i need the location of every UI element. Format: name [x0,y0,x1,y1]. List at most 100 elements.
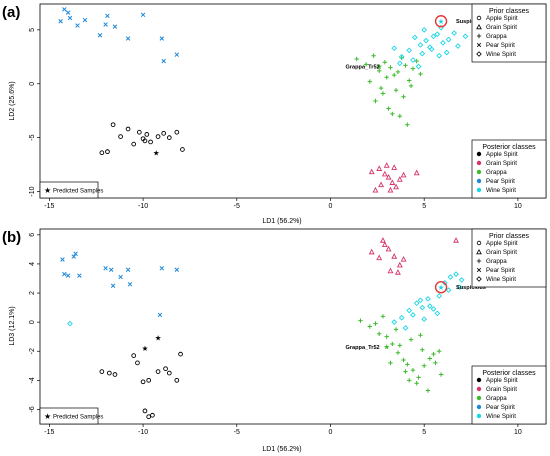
point-pear-spirit [174,52,180,57]
posterior-legend-swatch-pear [476,404,482,410]
point-grain-spirit [368,248,375,255]
point-grain-spirit [380,237,386,243]
posterior-legend-label: Grain Spirit [486,386,517,393]
point-grappa [388,360,393,366]
x-tick-label: 0 [329,203,333,210]
point-apple-spirit [140,379,146,385]
panel-b-marks: ★ ★ ★ ★ Suspicious Grappa_Tr52 [60,237,486,420]
predicted-legend-star-icon: ★ [44,412,51,421]
point-grain-spirit [385,245,392,252]
point-apple-spirit [148,139,153,145]
panel-a-xlabel: LD1 (56.2%) [262,218,301,225]
point-grain-spirit [391,164,398,170]
point-wine-spirit [417,42,424,48]
point-grappa [380,91,386,96]
prior-legend-marker-apple [476,15,482,21]
point-wine-spirit [421,27,428,33]
point-grain-spirit [387,186,394,193]
annotation-grappa-tr52: Grappa_Tr52 [345,345,379,351]
x-tick-label: 0 [329,429,333,436]
point-grappa [377,331,382,336]
posterior-legend-label: Apple Spirit [486,377,518,384]
point-pear-spirit [65,273,71,278]
point-grappa [397,343,403,348]
annotation-suspicious: Suspicious [456,285,486,291]
predicted-legend-star-icon: ★ [44,186,51,195]
point-pear-spirit [159,266,165,271]
point-grappa [395,350,401,355]
panel-a-label: (a) [2,4,20,21]
point-grappa [384,334,389,339]
panel-b-axes: -15 -10 -5 0 5 10 -6 -4 -2 0 2 4 6 [29,233,522,436]
prior-legend-label: Grappa [486,258,507,265]
panel-a: (a) ★ ★ ★ Suspicious Grappa_Tr52 -15 -10 -5 0 5 1… [2,3,547,225]
point-grain-spirit [385,173,392,180]
point-wine-spirit [410,312,416,318]
panel-a-marks: ★ ★ ★ Suspicious Grappa_Tr52 [58,7,486,193]
posterior-legend-label: Grain Spirit [486,160,517,167]
y-tick-label: -2 [29,348,36,354]
prior-legend-label: Grappa [486,33,507,40]
point-pear-spirit [82,17,88,23]
point-grappa [397,113,403,119]
point-wine-spirit [423,37,429,44]
point-grain-spirit [387,267,394,274]
point-apple-spirit [131,353,137,358]
point-grappa [403,369,408,374]
point-grappa [410,66,416,71]
x-tick-label: 5 [422,203,426,210]
prior-legend-label: Apple Spirit [486,240,518,247]
point-wine-spirit [456,284,463,291]
posterior-legend-label: Apple Spirit [486,151,518,158]
x-tick-label: -15 [44,203,54,210]
x-tick-label: -5 [234,203,240,210]
point-grappa [418,333,423,338]
posterior-legend-label: Pear Spirit [486,404,515,411]
point-pear-spirit [157,312,163,318]
point-apple-spirit [150,412,155,418]
point-pear-spirit [174,267,180,272]
posterior-legend-title: Posterior classes [482,370,536,377]
point-grappa [420,347,425,352]
point-wine-spirit [406,307,413,314]
point-wine-spirit [398,314,405,321]
point-pear-spirit [75,23,80,28]
point-grappa [418,71,423,77]
point-apple-spirit [136,129,142,135]
point-grappa [382,60,388,65]
prior-legend-marker-apple [476,240,482,246]
y-tick-label: -5 [29,134,36,140]
posterior-legend-swatch-wine [476,187,482,193]
annotation-grappa-tr52: Grappa_Tr52 [345,65,379,71]
panel-a-axes: -15 -10 -5 0 5 10 -10 -5 0 5 [29,28,522,210]
point-grappa [410,367,416,373]
point-pear-spirit [77,273,82,278]
point-pear-spirit [159,36,165,41]
point-grain-spirit [389,179,396,185]
suspicious-highlight-ring [434,281,448,294]
point-grappa [425,388,431,393]
point-apple-spirit [163,366,168,372]
prior-legend-marker-grappa [476,258,482,264]
point-wine-spirit [443,49,450,56]
point-pear-spirit [105,13,110,19]
point-apple-spirit [161,130,167,136]
prior-legend-label: Wine Spirit [486,51,516,58]
prior-legend-marker-grain [476,23,482,30]
point-grain-spirit [400,255,407,262]
point-grappa [393,88,399,93]
point-grappa [367,324,373,329]
point-grappa [354,56,359,62]
annotation-suspicious: Suspicious [456,19,486,25]
point-wine-spirit [411,34,418,41]
panel-b-ylabel: LD3 (12.1%) [9,306,16,345]
predicted-sample-star: ★ [142,344,149,353]
x-tick-label: -15 [44,429,54,436]
point-grappa [406,378,412,383]
point-grappa [414,381,419,386]
panel-b: (b) ★ ★ ★ ★ Suspicious Grappa_Tr52 -15 -10 -5 0 5… [2,228,547,453]
point-grappa [393,327,399,332]
point-wine-spirit [451,30,458,36]
point-wine-spirit [419,304,426,311]
panel-a-posterior-legend: Posterior classes Apple Spirit Grain Spi… [471,139,547,199]
